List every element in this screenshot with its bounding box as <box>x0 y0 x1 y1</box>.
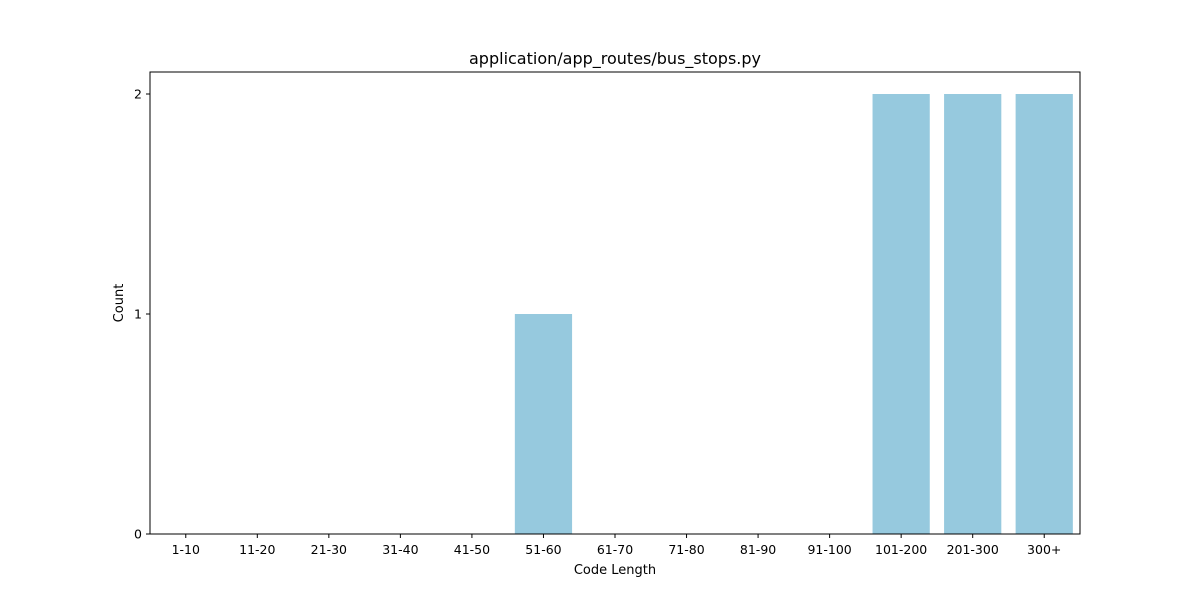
x-tick-label: 41-50 <box>454 542 490 557</box>
y-tick-label: 0 <box>134 527 142 542</box>
x-tick-label: 21-30 <box>311 542 347 557</box>
bar-300+ <box>1015 94 1073 534</box>
x-tick-label: 81-90 <box>740 542 776 557</box>
plot-frame <box>149 71 1081 535</box>
y-tick-label: 2 <box>134 87 142 102</box>
y-tick-label: 1 <box>134 307 142 322</box>
bars-group <box>514 94 1073 534</box>
bar-101-200 <box>872 94 930 534</box>
x-tick-label: 71-80 <box>668 542 704 557</box>
x-tick-label: 300+ <box>1027 542 1061 557</box>
bar-51-60 <box>514 314 573 534</box>
y-axis-label: Count <box>112 284 127 323</box>
chart-title: application/app_routes/bus_stops.py <box>469 49 761 69</box>
x-tick-label: 31-40 <box>382 542 418 557</box>
x-tick-label: 101-200 <box>875 542 927 557</box>
x-tick-label: 1-10 <box>172 542 200 557</box>
x-tick-label: 201-300 <box>947 542 999 557</box>
bar-201-300 <box>944 94 1002 534</box>
x-tick-label: 11-20 <box>239 542 275 557</box>
x-tick-label: 61-70 <box>597 542 633 557</box>
x-tick-label: 51-60 <box>525 542 561 557</box>
y-axis: 0 1 2 <box>134 87 150 542</box>
x-tick-label: 91-100 <box>807 542 851 557</box>
x-axis-label: Code Length <box>574 563 656 578</box>
x-axis: 1-10 11-20 21-30 31-40 41-50 51-60 61-70 71-80 8… <box>172 534 1061 557</box>
